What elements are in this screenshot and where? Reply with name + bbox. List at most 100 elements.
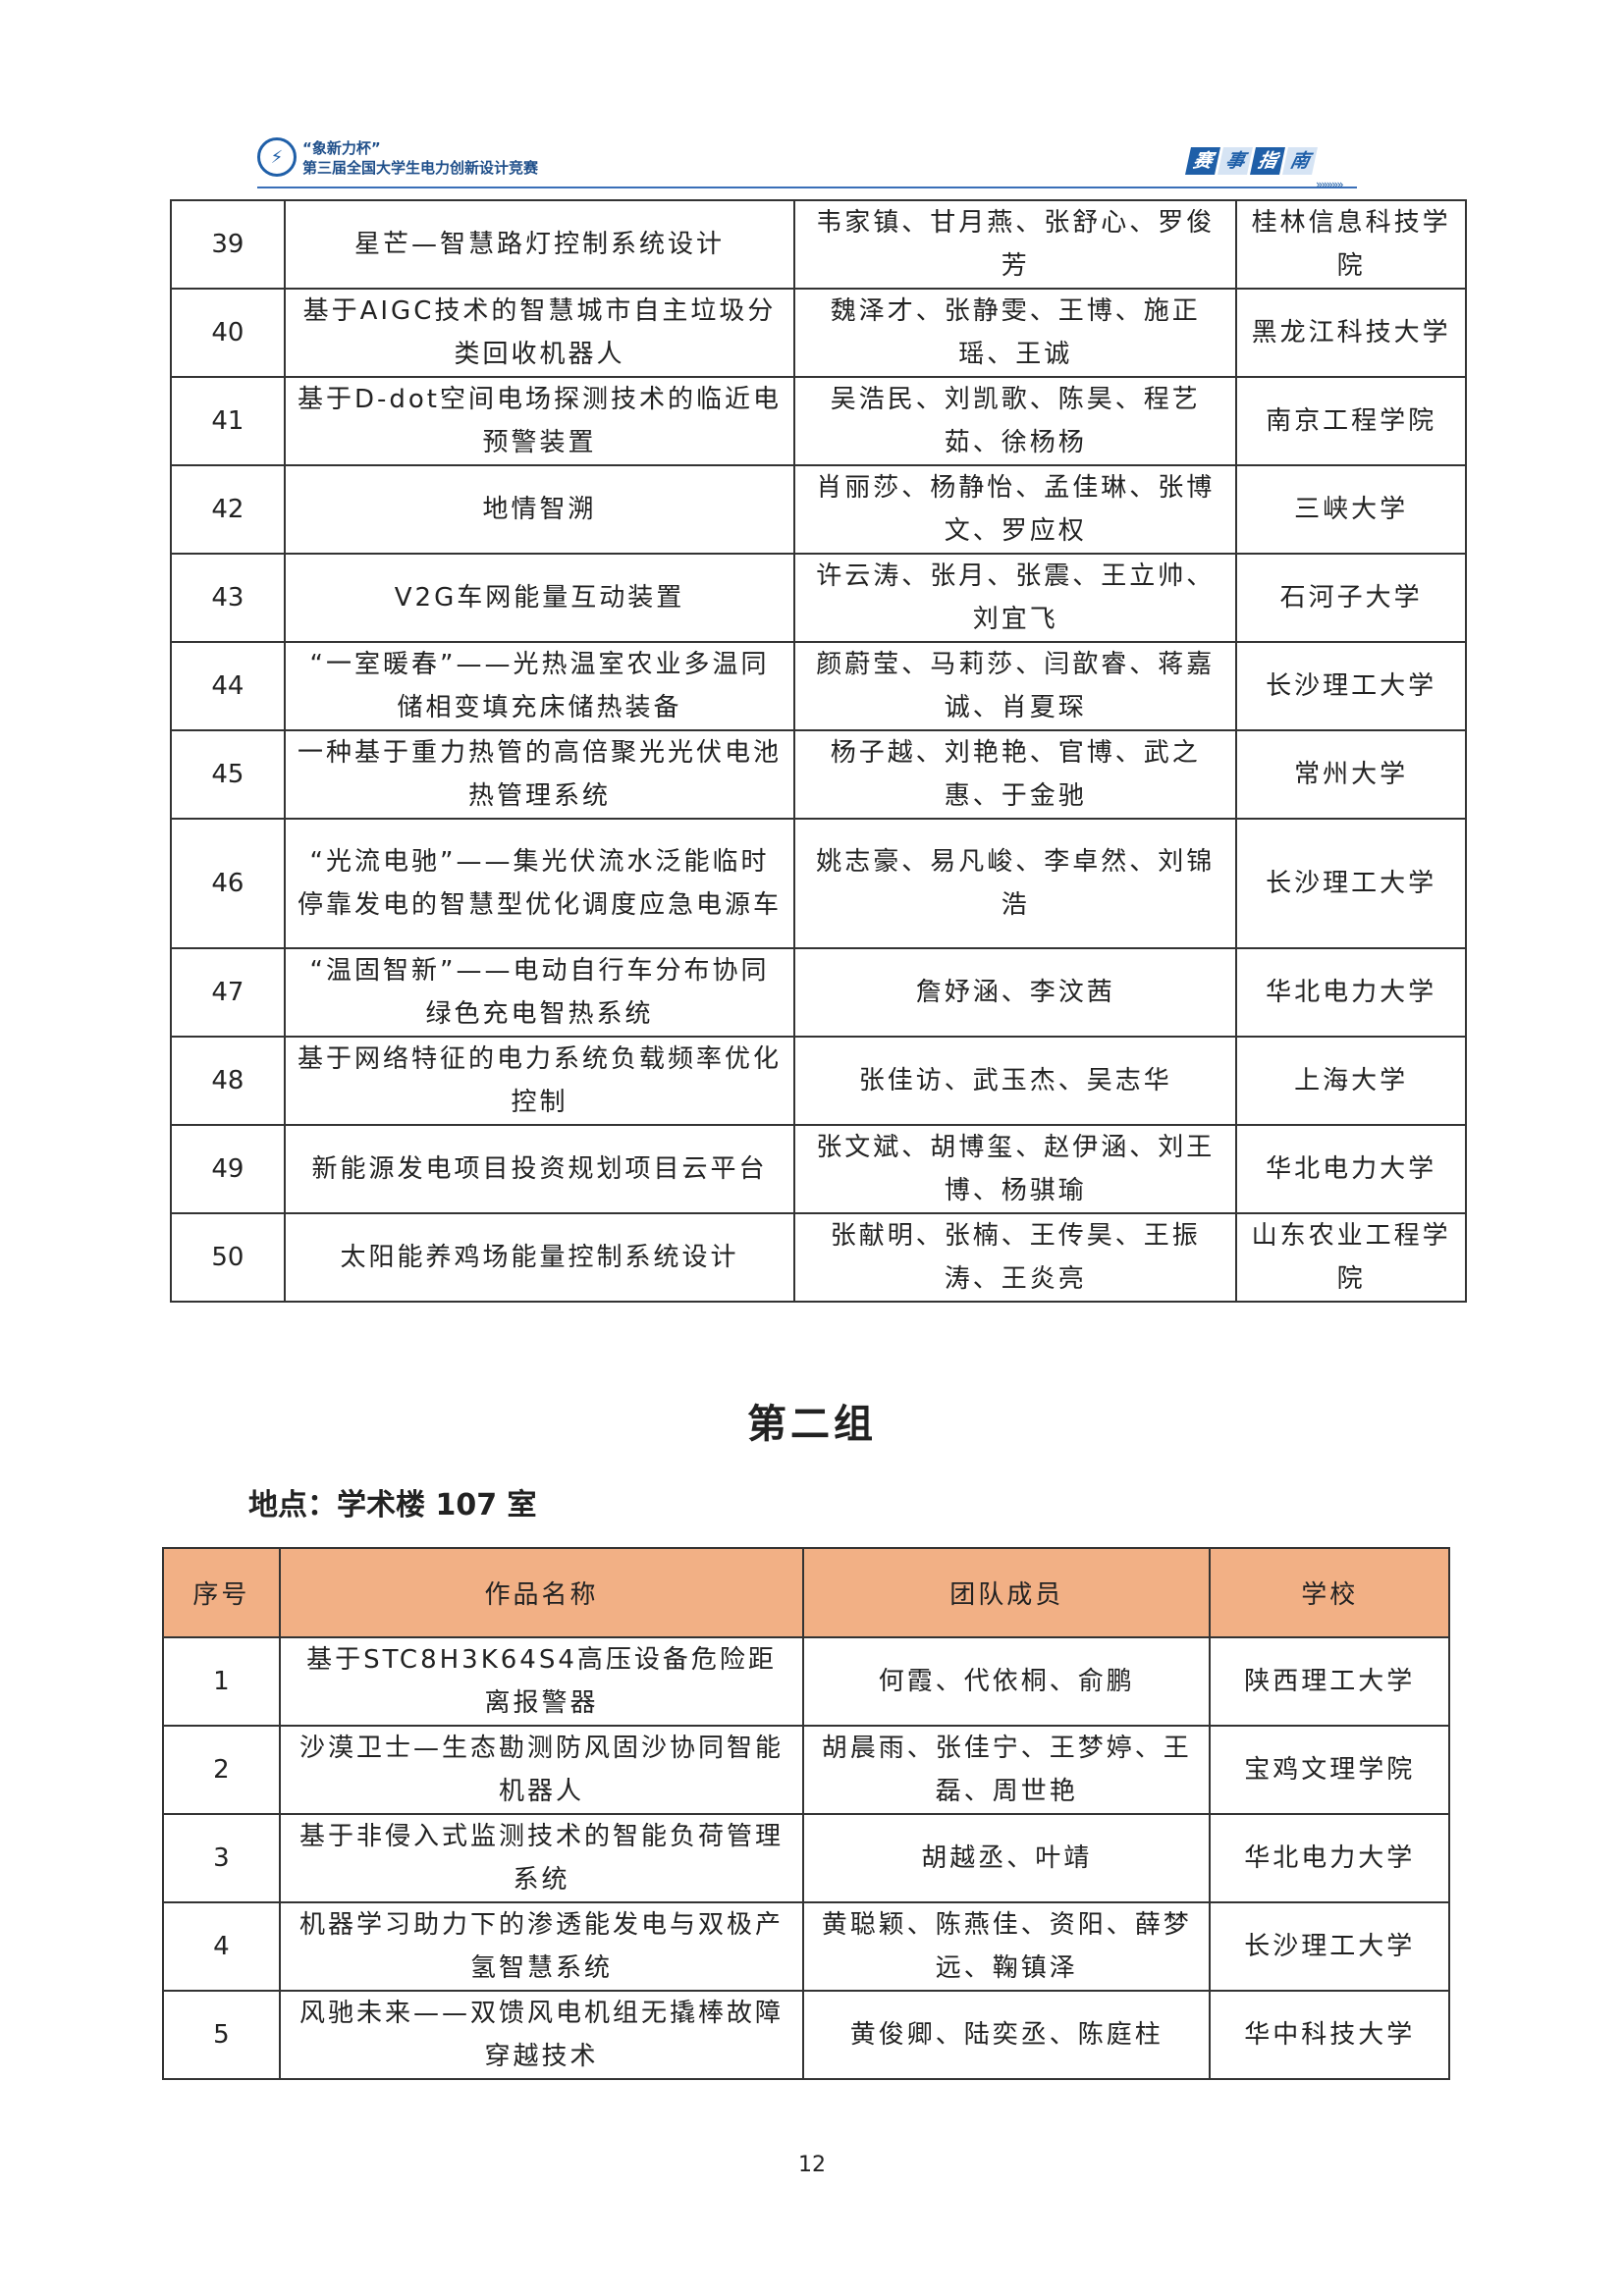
team-members: 魏泽才、张静雯、王博、施正瑶、王诚 (793, 288, 1238, 378)
school: 华北电力大学 (1235, 1124, 1467, 1214)
table-row: 50 太阳能养鸡场能量控制系统设计 张献明、张楠、王传昊、王振涛、王炎亮 山东农业工程… (170, 1212, 1467, 1303)
school: 长沙理工大学 (1235, 641, 1467, 731)
school: 南京工程学院 (1235, 376, 1467, 466)
table-row: 4 机器学习助力下的渗透能发电与双极产氢智慧系统 黄聪颖、陈燕佳、资阳、薛梦远、鞠镇… (162, 1901, 1450, 1992)
project-name: 基于AIGC技术的智慧城市自主垃圾分类回收机器人 (283, 288, 796, 378)
school: 石河子大学 (1235, 553, 1467, 643)
school: 陕西理工大学 (1209, 1636, 1450, 1727)
header-school: 学校 (1209, 1547, 1450, 1638)
row-index: 5 (162, 1990, 281, 2080)
row-index: 44 (170, 641, 286, 731)
team-members: 韦家镇、甘月燕、张舒心、罗俊芳 (793, 199, 1238, 290)
row-index: 50 (170, 1212, 286, 1303)
table-row: 5 风驰未来——双馈风电机组无撬棒故障穿越技术 黄俊卿、陆奕丞、陈庭柱 华中科技大学 (162, 1990, 1450, 2080)
team-members: 肖丽莎、杨静怡、孟佳琳、张博文、罗应权 (793, 464, 1238, 555)
table-row: 43 V2G车网能量互动装置 许云涛、张月、张震、王立帅、刘宜飞 石河子大学 (170, 553, 1467, 643)
team-members: 许云涛、张月、张震、王立帅、刘宜飞 (793, 553, 1238, 643)
row-index: 42 (170, 464, 286, 555)
badge-char: 指 (1250, 147, 1285, 175)
project-name: 太阳能养鸡场能量控制系统设计 (283, 1212, 796, 1303)
chevrons-icon: »»»»» (1316, 178, 1344, 191)
team-members: 黄聪颖、陈燕佳、资阳、薛梦远、鞠镇泽 (802, 1901, 1212, 1992)
header-divider (257, 187, 1357, 188)
table-row: 44 “一室暖春”——光热温室农业多温同储相变填充床储热装备 颜蔚莹、马莉莎、闫歆睿… (170, 641, 1467, 731)
team-members: 胡晨雨、张佳宁、王梦婷、王磊、周世艳 (802, 1725, 1212, 1815)
project-name: 一种基于重力热管的高倍聚光光伏电池热管理系统 (283, 729, 796, 820)
header-project: 作品名称 (278, 1547, 805, 1638)
school: 长沙理工大学 (1235, 818, 1467, 949)
school: 上海大学 (1235, 1036, 1467, 1126)
page-number: 12 (798, 2153, 826, 2177)
project-name: V2G车网能量互动装置 (283, 553, 796, 643)
team-members: 张文斌、胡博玺、赵伊涵、刘王博、杨骐瑜 (793, 1124, 1238, 1214)
row-index: 45 (170, 729, 286, 820)
team-members: 黄俊卿、陆奕丞、陈庭柱 (802, 1990, 1212, 2080)
school: 三峡大学 (1235, 464, 1467, 555)
team-members: 吴浩民、刘凯歌、陈昊、程艺茹、徐杨杨 (793, 376, 1238, 466)
team-members: 詹妤涵、李汶茜 (793, 947, 1238, 1038)
guide-badge: 赛 事 指 南 (1185, 147, 1318, 175)
school: 宝鸡文理学院 (1209, 1725, 1450, 1815)
table-row: 2 沙漠卫士—生态勘测防风固沙协同智能机器人 胡晨雨、张佳宁、王梦婷、王磊、周世艳宝… (162, 1725, 1450, 1815)
header-title-line2: 第三届全国大学生电力创新设计竞赛 (302, 159, 539, 177)
row-index: 40 (170, 288, 286, 378)
table-header-row: 序号 作品名称 团队成员 学校 (162, 1547, 1450, 1638)
team-members: 何霞、代依桐、俞鹏 (802, 1636, 1212, 1727)
project-name: 风驰未来——双馈风电机组无撬棒故障穿越技术 (278, 1990, 805, 2080)
team-members: 张献明、张楠、王传昊、王振涛、王炎亮 (793, 1212, 1238, 1303)
competition-logo-icon: ⚡ (257, 137, 297, 177)
project-name: “光流电驰”——集光伏流水泛能临时停靠发电的智慧型优化调度应急电源车 (283, 818, 796, 949)
team-members: 杨子越、刘艳艳、官博、武之惠、于金驰 (793, 729, 1238, 820)
project-name: 基于D-dot空间电场探测技术的临近电预警装置 (283, 376, 796, 466)
project-name: 星芒—智慧路灯控制系统设计 (283, 199, 796, 290)
project-name: 基于网络特征的电力系统负载频率优化控制 (283, 1036, 796, 1126)
team-members: 颜蔚莹、马莉莎、闫歆睿、蒋嘉诚、肖夏琛 (793, 641, 1238, 731)
row-index: 49 (170, 1124, 286, 1214)
row-index: 3 (162, 1813, 281, 1903)
row-index: 48 (170, 1036, 286, 1126)
project-name: 机器学习助力下的渗透能发电与双极产氢智慧系统 (278, 1901, 805, 1992)
school: 黑龙江科技大学 (1235, 288, 1467, 378)
row-index: 43 (170, 553, 286, 643)
team-members: 姚志豪、易凡峻、李卓然、刘锦浩 (793, 818, 1238, 949)
project-name: 基于STC8H3K64S4高压设备危险距离报警器 (278, 1636, 805, 1727)
table-row: 42 地情智溯 肖丽莎、杨静怡、孟佳琳、张博文、罗应权 三峡大学 (170, 464, 1467, 555)
school: 桂林信息科技学院 (1235, 199, 1467, 290)
school: 长沙理工大学 (1209, 1901, 1450, 1992)
row-index: 47 (170, 947, 286, 1038)
school: 华北电力大学 (1235, 947, 1467, 1038)
row-index: 41 (170, 376, 286, 466)
table-row: 1 基于STC8H3K64S4高压设备危险距离报警器 何霞、代依桐、俞鹏 陕西理工大学 (162, 1636, 1450, 1727)
row-index: 1 (162, 1636, 281, 1727)
project-name: 新能源发电项目投资规划项目云平台 (283, 1124, 796, 1214)
table-row: 40 基于AIGC技术的智慧城市自主垃圾分类回收机器人 魏泽才、张静雯、王博、施正瑶… (170, 288, 1467, 378)
location-label: 地点：学术楼 107 室 (248, 1488, 537, 1522)
school: 华北电力大学 (1209, 1813, 1450, 1903)
badge-char: 南 (1282, 147, 1318, 175)
table-row: 45 一种基于重力热管的高倍聚光光伏电池热管理系统 杨子越、刘艳艳、官博、武之惠、于… (170, 729, 1467, 820)
table-row: 47 “温固智新”——电动自行车分布协同绿色充电智热系统 詹妤涵、李汶茜 华北电力大学 (170, 947, 1467, 1038)
team-members: 张佳访、武玉杰、吴志华 (793, 1036, 1238, 1126)
table-row: 46 “光流电驰”——集光伏流水泛能临时停靠发电的智慧型优化调度应急电源车 姚志豪、… (170, 818, 1467, 949)
school: 华中科技大学 (1209, 1990, 1450, 2080)
group1-table-continued: 39 星芒—智慧路灯控制系统设计 韦家镇、甘月燕、张舒心、罗俊芳 桂林信息科技学院 40… (170, 199, 1467, 1303)
row-index: 46 (170, 818, 286, 949)
badge-char: 事 (1218, 147, 1253, 175)
table-row: 48 基于网络特征的电力系统负载频率优化控制 张佳访、武玉杰、吴志华 上海大学 (170, 1036, 1467, 1126)
row-index: 4 (162, 1901, 281, 1992)
team-members: 胡越丞、叶靖 (802, 1813, 1212, 1903)
project-name: 地情智溯 (283, 464, 796, 555)
school: 山东农业工程学院 (1235, 1212, 1467, 1303)
project-name: “温固智新”——电动自行车分布协同绿色充电智热系统 (283, 947, 796, 1038)
project-name: 基于非侵入式监测技术的智能负荷管理系统 (278, 1813, 805, 1903)
table-row: 49 新能源发电项目投资规划项目云平台 张文斌、胡博玺、赵伊涵、刘王博、杨骐瑜 华北电… (170, 1124, 1467, 1214)
header-index: 序号 (162, 1547, 281, 1638)
table-row: 41 基于D-dot空间电场探测技术的临近电预警装置 吴浩民、刘凯歌、陈昊、程艺茹、… (170, 376, 1467, 466)
table-row: 3 基于非侵入式监测技术的智能负荷管理系统 胡越丞、叶靖 华北电力大学 (162, 1813, 1450, 1903)
school: 常州大学 (1235, 729, 1467, 820)
header-members: 团队成员 (802, 1547, 1212, 1638)
badge-char: 赛 (1185, 147, 1220, 175)
group2-table: 序号 作品名称 团队成员 学校 1 基于STC8H3K64S4高压设备危险距离报警… (162, 1547, 1450, 2080)
project-name: 沙漠卫士—生态勘测防风固沙协同智能机器人 (278, 1725, 805, 1815)
